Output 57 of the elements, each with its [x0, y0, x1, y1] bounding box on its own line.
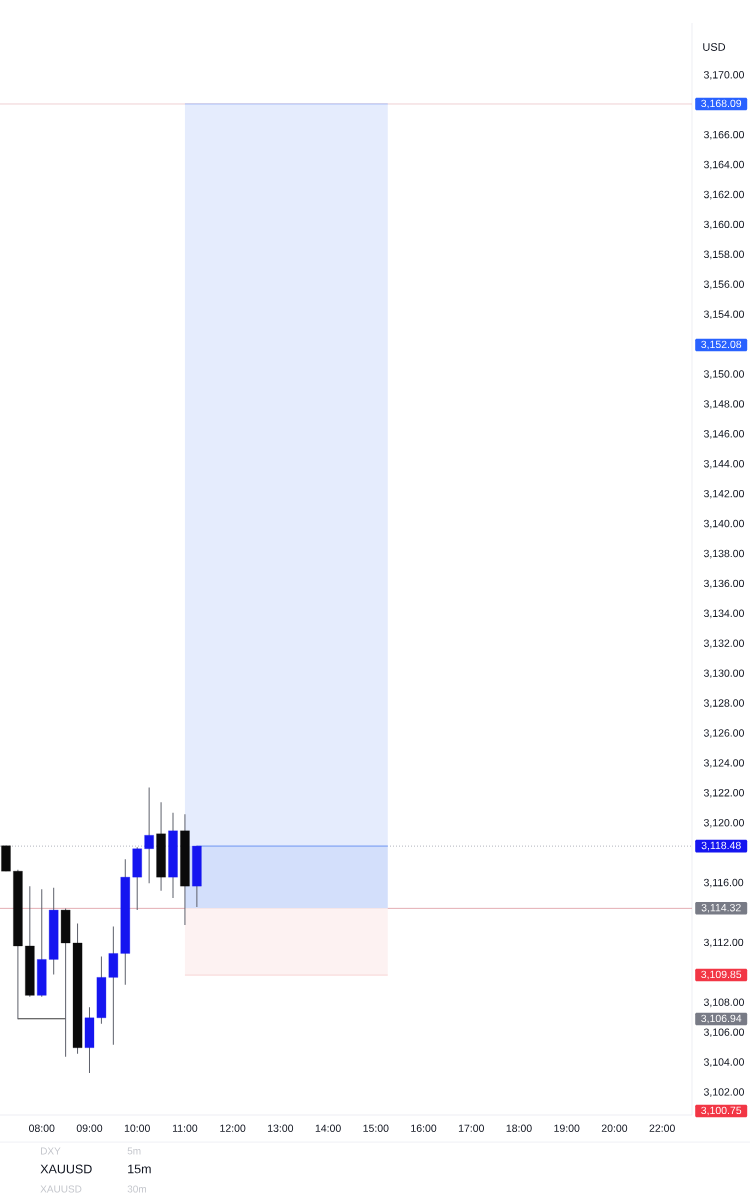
y-tick-label: 3,136.00 [703, 579, 744, 589]
ref-line-label: 3,118.48 [701, 841, 741, 851]
y-tick-label: 3,158.00 [703, 250, 744, 260]
y-tick-label: 3,128.00 [703, 699, 744, 708]
ref-line-label: 3,114.32 [701, 903, 741, 913]
x-tick-label: 10:00 [124, 1124, 150, 1132]
x-tick-label: 19:00 [554, 1124, 580, 1132]
text: 3,106.94 [701, 1014, 742, 1024]
y-tick-label: 3,108.00 [703, 998, 744, 1008]
x-tick-label: 11:00 [172, 1124, 198, 1132]
y-tick-label: 3,104.00 [703, 1058, 744, 1067]
y-tick-label: 3,142.00 [703, 489, 744, 499]
text: XAUUSD [40, 1164, 92, 1174]
ref-line-label: 3,168.09 [701, 99, 742, 109]
y-tick-label: 3,144.00 [703, 459, 744, 469]
y-tick-label: 3,122.00 [703, 789, 744, 798]
text: 15m [128, 1164, 151, 1174]
text: XAUUSD [40, 1185, 82, 1193]
x-tick-label: 14:00 [315, 1124, 341, 1132]
x-tick-label: 20:00 [601, 1124, 628, 1132]
x-tick-label: 16:00 [411, 1124, 437, 1132]
y-tick-label: 3,126.00 [703, 729, 744, 738]
text: 3,100.75 [701, 1106, 742, 1116]
y-tick-label: 3,124.00 [703, 759, 744, 768]
x-tick-label: 08:00 [29, 1124, 55, 1132]
x-tick-label: 09:00 [76, 1124, 103, 1132]
y-tick-label: 3,138.00 [703, 549, 744, 559]
y-tick-label: 3,134.00 [703, 609, 744, 619]
x-tick-label: 12:00 [220, 1124, 246, 1132]
y-tick-label: 3,170.00 [703, 71, 744, 80]
y-tick-label: 3,156.00 [703, 280, 744, 290]
y-tick-label: 3,166.00 [703, 130, 744, 140]
y-tick-label: 3,150.00 [703, 370, 744, 379]
text: 3,152.08 [701, 340, 742, 350]
x-tick-label: 17:00 [458, 1124, 484, 1132]
y-tick-label: 3,162.00 [703, 190, 744, 200]
x-tick-label: 18:00 [506, 1124, 532, 1132]
x-tick-label: 15:00 [363, 1124, 389, 1132]
y-tick-label: 3,146.00 [703, 430, 744, 439]
text: 3,109.85 [701, 970, 742, 980]
text: DXY [41, 1147, 61, 1155]
y-tick-label: 3,116.00 [703, 878, 744, 888]
y-tick-label: 3,130.00 [703, 669, 744, 679]
y-tick-label: 3,132.00 [703, 639, 744, 649]
y-tick-label: 3,164.00 [703, 160, 744, 170]
y-tick-label: 3,102.00 [703, 1088, 744, 1097]
y-tick-label: 3,148.00 [703, 400, 744, 409]
text: USD [703, 43, 726, 51]
text: 30m [127, 1185, 146, 1193]
y-tick-label: 3,154.00 [703, 310, 744, 320]
y-tick-label: 3,112.00 [703, 938, 744, 948]
x-tick-label: 22:00 [649, 1124, 675, 1132]
y-tick-label: 3,120.00 [703, 818, 744, 828]
y-tick-label: 3,140.00 [703, 519, 744, 529]
y-tick-label: 3,160.00 [703, 220, 744, 230]
y-tick-label: 3,106.00 [703, 1028, 744, 1038]
x-tick-label: 13:00 [268, 1124, 294, 1132]
